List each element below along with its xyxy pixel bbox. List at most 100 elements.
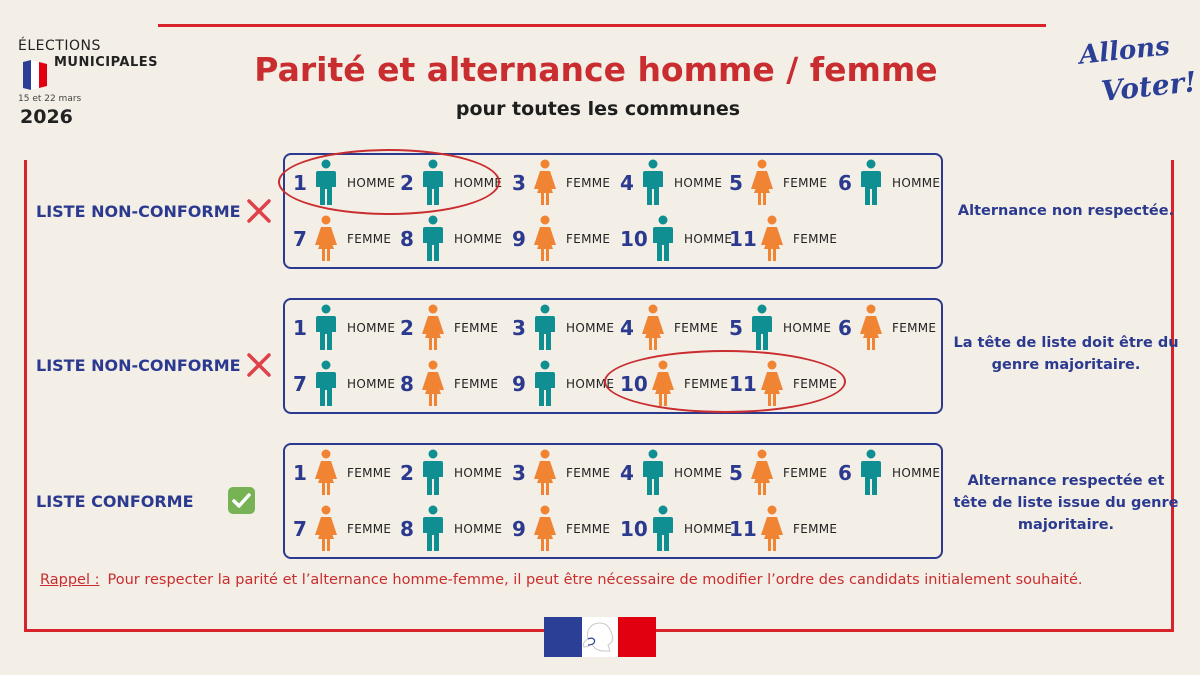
- highlight-oval-row2: [604, 350, 846, 413]
- gender-label: FEMME: [347, 232, 392, 246]
- gender-label: HOMME: [684, 522, 733, 536]
- rappel-label: Rappel :: [40, 572, 100, 588]
- candidate-number: 4: [620, 171, 634, 195]
- candidate-9: 9 HOMME: [512, 360, 617, 406]
- candidate-10: 10 HOMME: [620, 215, 732, 261]
- candidate-number: 4: [620, 461, 634, 485]
- candidate-8: 8 FEMME: [400, 360, 505, 406]
- candidate-number: 11: [729, 227, 757, 251]
- rappel-text: Pour respecter la parité et l’alternance…: [107, 572, 1083, 588]
- woman-icon: [642, 304, 664, 350]
- woman-icon: [422, 360, 444, 406]
- gender-label: HOMME: [783, 321, 832, 335]
- candidate-5: 5 FEMME: [729, 159, 834, 205]
- man-icon: [316, 304, 336, 350]
- candidate-number: 10: [620, 227, 648, 251]
- candidate-number: 4: [620, 316, 634, 340]
- gender-label: HOMME: [347, 377, 396, 391]
- logo-line2: MUNICIPALES: [54, 55, 159, 70]
- candidate-4: 4 HOMME: [620, 159, 725, 205]
- woman-icon: [534, 159, 556, 205]
- page-title: Parité et alternance homme / femme: [254, 50, 938, 89]
- man-icon: [423, 449, 443, 495]
- candidate-1: 1 HOMME: [293, 304, 398, 350]
- candidate-2: 2 FEMME: [400, 304, 505, 350]
- gender-label: FEMME: [783, 176, 828, 190]
- candidate-number: 8: [400, 372, 414, 396]
- candidate-3: 3 HOMME: [512, 304, 617, 350]
- man-icon: [643, 159, 663, 205]
- candidate-number: 5: [729, 461, 743, 485]
- gender-label: FEMME: [566, 522, 611, 536]
- woman-icon: [534, 505, 556, 551]
- gender-label: HOMME: [684, 232, 733, 246]
- man-icon: [535, 360, 555, 406]
- candidate-4: 4 FEMME: [620, 304, 725, 350]
- gender-label: HOMME: [454, 232, 503, 246]
- candidate-1: 1 FEMME: [293, 449, 398, 495]
- gender-label: FEMME: [566, 466, 611, 480]
- gender-label: FEMME: [454, 377, 499, 391]
- candidate-7: 7 FEMME: [293, 215, 398, 261]
- candidate-11: 11 FEMME: [729, 505, 837, 551]
- candidate-number: 9: [512, 517, 526, 541]
- candidate-number: 8: [400, 517, 414, 541]
- candidate-number: 3: [512, 316, 526, 340]
- woman-icon: [751, 159, 773, 205]
- row-description: Alternance non respectée.: [957, 203, 1175, 219]
- woman-icon: [534, 215, 556, 261]
- gender-label: HOMME: [454, 466, 503, 480]
- gender-label: FEMME: [783, 466, 828, 480]
- man-icon: [423, 505, 443, 551]
- highlight-oval-row1: [278, 149, 500, 215]
- candidate-number: 5: [729, 171, 743, 195]
- candidate-number: 6: [838, 316, 852, 340]
- candidate-number: 10: [620, 517, 648, 541]
- woman-icon: [315, 215, 337, 261]
- woman-icon: [534, 449, 556, 495]
- gender-label: HOMME: [892, 176, 941, 190]
- man-icon: [653, 215, 673, 261]
- man-icon: [861, 159, 881, 205]
- woman-icon: [761, 215, 783, 261]
- candidate-number: 5: [729, 316, 743, 340]
- candidate-number: 1: [293, 461, 307, 485]
- candidate-6: 6 HOMME: [838, 449, 943, 495]
- woman-icon: [761, 505, 783, 551]
- candidate-number: 7: [293, 227, 307, 251]
- gender-label: HOMME: [566, 321, 615, 335]
- row-description: La tête de liste doit être du genre majo…: [953, 335, 1179, 373]
- man-icon: [861, 449, 881, 495]
- candidate-number: 6: [838, 171, 852, 195]
- gender-label: FEMME: [674, 321, 719, 335]
- gender-label: FEMME: [566, 176, 611, 190]
- woman-icon: [315, 505, 337, 551]
- cross-icon: [247, 353, 271, 377]
- gender-label: HOMME: [347, 321, 396, 335]
- candidate-5: 5 FEMME: [729, 449, 834, 495]
- candidate-number: 2: [400, 461, 414, 485]
- man-icon: [316, 360, 336, 406]
- top-divider: [158, 24, 1046, 27]
- gender-label: HOMME: [566, 377, 615, 391]
- logo-line1: ÉLECTIONS: [18, 38, 101, 54]
- candidate-10: 10 HOMME: [620, 505, 732, 551]
- candidate-number: 7: [293, 372, 307, 396]
- candidate-number: 8: [400, 227, 414, 251]
- candidate-number: 9: [512, 227, 526, 251]
- candidate-number: 7: [293, 517, 307, 541]
- gender-label: HOMME: [674, 176, 723, 190]
- candidate-8: 8 HOMME: [400, 215, 505, 261]
- candidate-number: 6: [838, 461, 852, 485]
- man-icon: [423, 215, 443, 261]
- candidate-11: 11 FEMME: [729, 215, 837, 261]
- candidate-number: 9: [512, 372, 526, 396]
- row-description: Alternance respectée et tête de liste is…: [953, 473, 1179, 533]
- logo-year: 2026: [20, 106, 73, 128]
- candidate-number: 11: [729, 517, 757, 541]
- candidate-3: 3 FEMME: [512, 159, 617, 205]
- gender-label: HOMME: [892, 466, 941, 480]
- man-icon: [643, 449, 663, 495]
- candidate-3: 3 FEMME: [512, 449, 617, 495]
- gender-label: FEMME: [347, 466, 392, 480]
